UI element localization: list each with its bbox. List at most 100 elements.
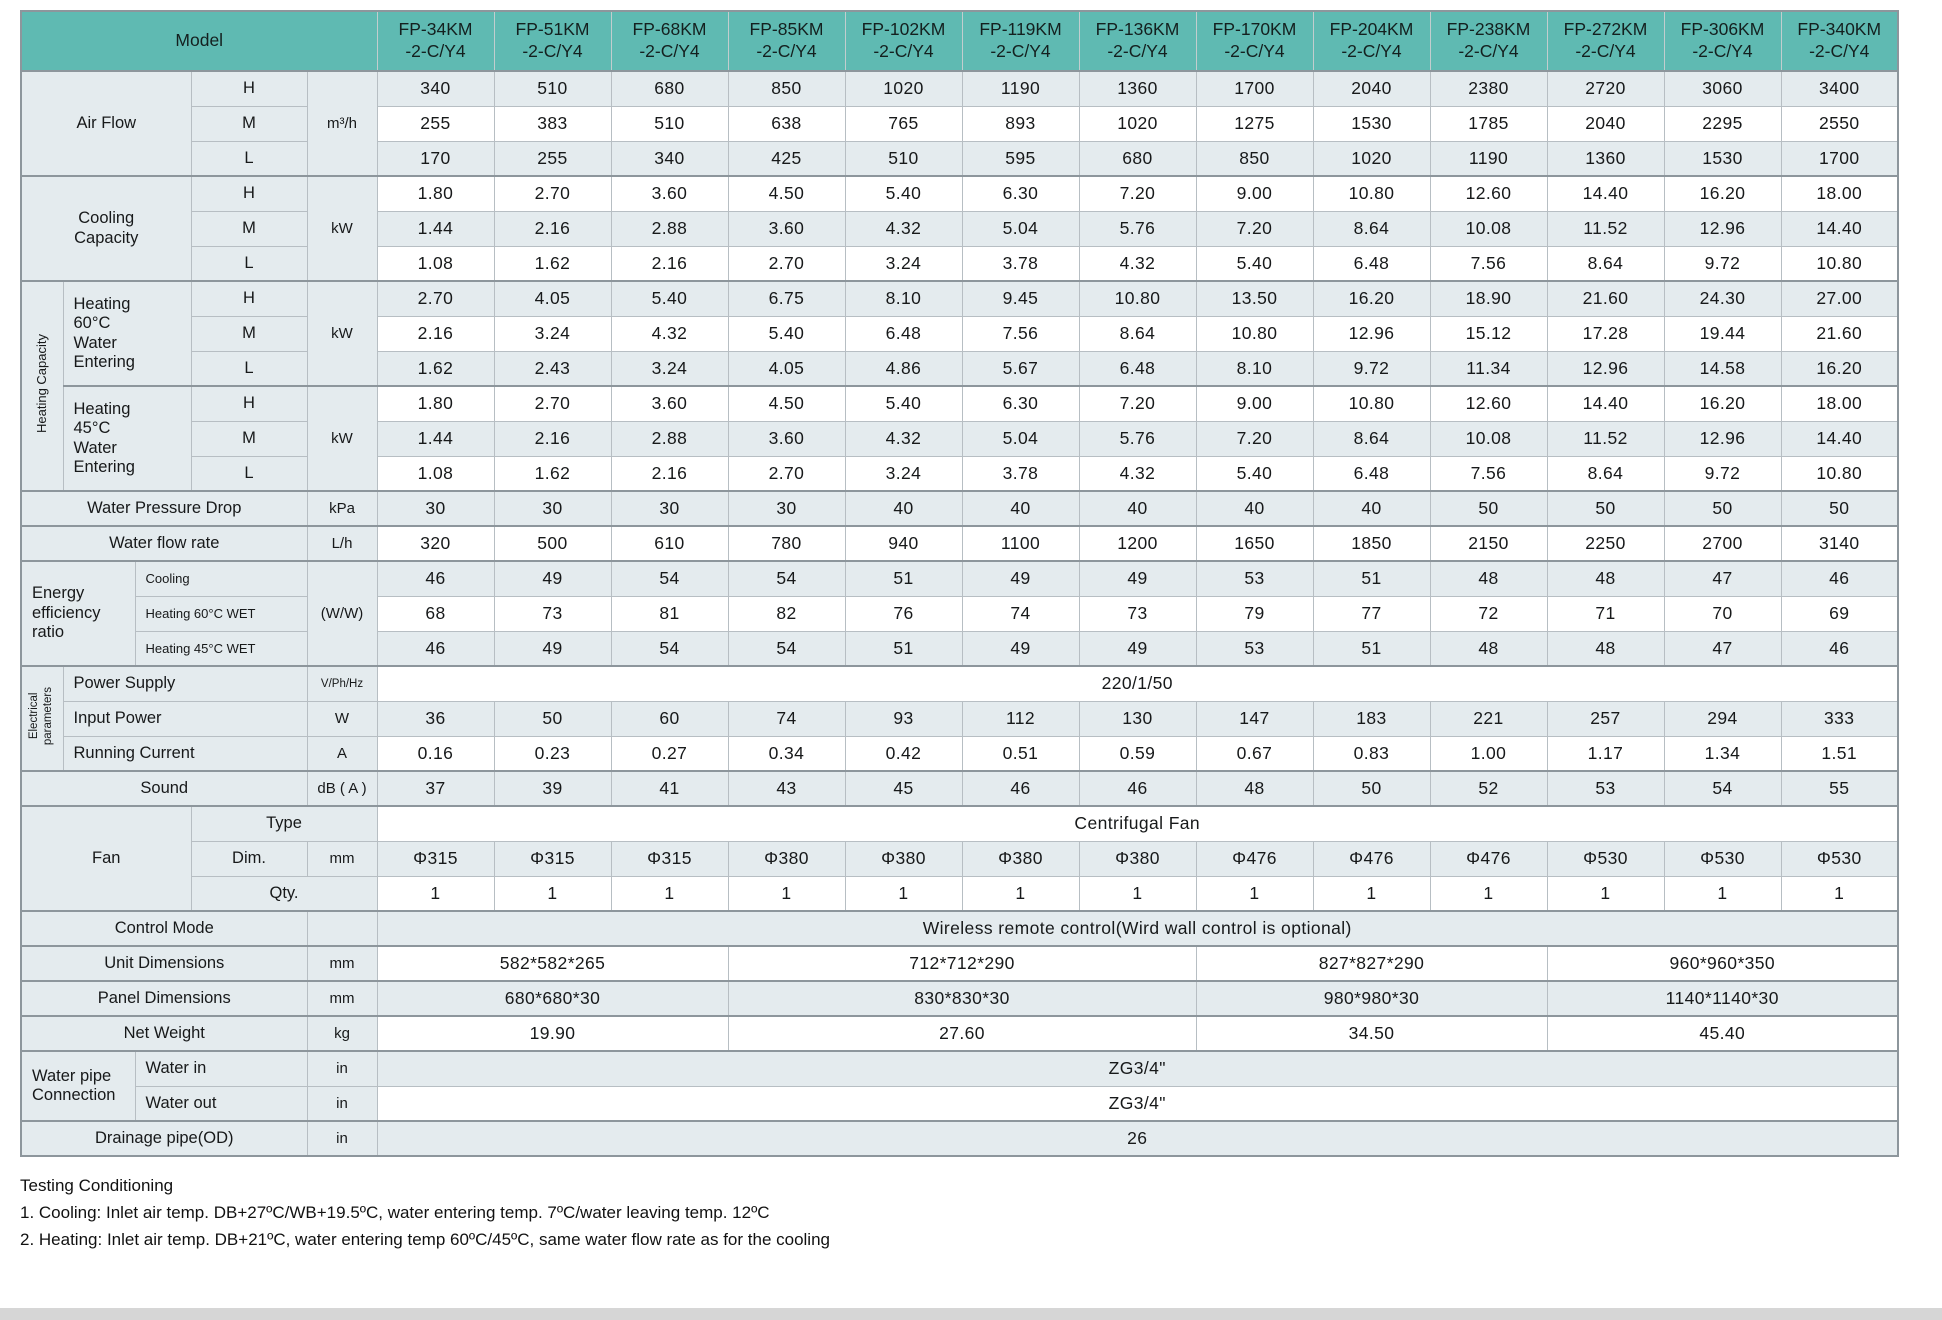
model-name: FP-204KM bbox=[1329, 19, 1414, 40]
empty-unit-cell bbox=[306, 910, 378, 947]
level-cell: M bbox=[190, 210, 308, 247]
value-cell: 333 bbox=[1780, 700, 1899, 737]
value-cell: 46 bbox=[1780, 560, 1899, 597]
value-cell: 595 bbox=[961, 140, 1080, 177]
value-cell: 4.86 bbox=[844, 350, 963, 387]
row-label-heating-45: Heating 45°C Water Entering bbox=[62, 385, 192, 492]
model-column-header: FP-68KM -2-C/Y4 bbox=[610, 10, 729, 72]
value-cell: 10.80 bbox=[1780, 455, 1899, 492]
value-cell: 1.17 bbox=[1546, 735, 1665, 772]
value-cell: 73 bbox=[1078, 595, 1197, 632]
value-cell: 780 bbox=[727, 525, 846, 562]
table-row: Input Power W 36 50 60 74 93 112 130 147 183 221 257… bbox=[21, 700, 1899, 737]
value-cell: 0.34 bbox=[727, 735, 846, 772]
vertical-label: Heating Capacity bbox=[34, 334, 50, 433]
value-cell: 7.20 bbox=[1078, 385, 1197, 422]
row-label-air-flow: Air Flow bbox=[20, 70, 192, 177]
unit-cell: mm bbox=[306, 980, 378, 1017]
unit-cell: A bbox=[306, 735, 378, 772]
value-cell: 680 bbox=[610, 70, 729, 107]
unit-cell: W bbox=[306, 700, 378, 737]
value-cell: 54 bbox=[610, 560, 729, 597]
value-cell: 2295 bbox=[1663, 105, 1782, 142]
model-column-header: FP-34KM -2-C/Y4 bbox=[376, 10, 495, 72]
level-cell: L bbox=[190, 455, 308, 492]
value-cell: 2.43 bbox=[493, 350, 612, 387]
value-cell: 4.32 bbox=[844, 210, 963, 247]
model-name: FP-51KM bbox=[515, 19, 590, 40]
value-cell: 54 bbox=[727, 560, 846, 597]
table-row: Qty. 1 1 1 1 1 1 1 1 1 1 1 1 1 bbox=[21, 875, 1899, 912]
value-cell: 36 bbox=[376, 700, 495, 737]
value-cell: 0.67 bbox=[1195, 735, 1314, 772]
fan-type-label: Type bbox=[190, 805, 378, 842]
fan-dim-label: Dim. bbox=[190, 840, 308, 877]
value-cell: 9.45 bbox=[961, 280, 1080, 317]
level-cell: M bbox=[190, 315, 308, 352]
value-cell: 2.70 bbox=[493, 175, 612, 212]
table-row: Running Current A 0.16 0.23 0.27 0.34 0.42 0.51… bbox=[21, 735, 1899, 772]
level-cell: M bbox=[190, 420, 308, 457]
value-cell: 1850 bbox=[1312, 525, 1431, 562]
value-cell: 49 bbox=[493, 630, 612, 667]
value-cell: 1360 bbox=[1546, 140, 1665, 177]
value-cell: 14.40 bbox=[1780, 210, 1899, 247]
value-cell: 1020 bbox=[1078, 105, 1197, 142]
value-cell: Φ380 bbox=[1078, 840, 1197, 877]
table-row: Net Weight kg 19.90 27.60 34.50 45.40 bbox=[20, 1015, 1899, 1052]
unit-cell: mm bbox=[306, 840, 378, 877]
value-cell: 8.64 bbox=[1312, 210, 1431, 247]
value-cell: 1275 bbox=[1195, 105, 1314, 142]
row-label-unit-dimensions: Unit Dimensions bbox=[20, 945, 308, 982]
group-value-cell: 582*582*265 bbox=[376, 945, 729, 982]
value-cell: Φ380 bbox=[727, 840, 846, 877]
value-cell: 1.62 bbox=[376, 350, 495, 387]
value-cell: 3.24 bbox=[610, 350, 729, 387]
model-suffix: -2-C/Y4 bbox=[522, 41, 583, 61]
value-cell: 40 bbox=[961, 490, 1080, 527]
value-cell: 4.50 bbox=[727, 175, 846, 212]
unit-cell: kW bbox=[306, 280, 378, 387]
value-cell: 6.30 bbox=[961, 175, 1080, 212]
model-suffix: -2-C/Y4 bbox=[1575, 41, 1636, 61]
model-column-header: FP-102KM -2-C/Y4 bbox=[844, 10, 963, 72]
value-cell: 47 bbox=[1663, 560, 1782, 597]
value-cell: 1700 bbox=[1195, 70, 1314, 107]
row-group-label: Electrical parameters bbox=[20, 665, 64, 772]
value-cell: 0.51 bbox=[961, 735, 1080, 772]
value-cell: 6.48 bbox=[1312, 455, 1431, 492]
row-label-control-mode: Control Mode bbox=[20, 910, 308, 947]
value-cell: 1 bbox=[1780, 875, 1899, 912]
model-column-header: FP-306KM -2-C/Y4 bbox=[1663, 10, 1782, 72]
value-cell: 30 bbox=[376, 490, 495, 527]
value-cell: 7.56 bbox=[961, 315, 1080, 352]
value-cell: 45 bbox=[844, 770, 963, 807]
group-value-cell: 1140*1140*30 bbox=[1546, 980, 1899, 1017]
value-cell: 147 bbox=[1195, 700, 1314, 737]
group-value-cell: 830*830*30 bbox=[727, 980, 1197, 1017]
value-cell: 68 bbox=[376, 595, 495, 632]
model-column-header: FP-204KM -2-C/Y4 bbox=[1312, 10, 1431, 72]
model-name: FP-238KM bbox=[1446, 19, 1531, 40]
row-label-input-power: Input Power bbox=[62, 700, 308, 737]
row-label-water-flow-rate: Water flow rate bbox=[20, 525, 308, 562]
value-cell: 8.64 bbox=[1546, 455, 1665, 492]
level-cell: L bbox=[190, 140, 308, 177]
value-cell: 1 bbox=[493, 875, 612, 912]
value-cell: 4.05 bbox=[727, 350, 846, 387]
value-cell: 320 bbox=[376, 525, 495, 562]
value-cell: 47 bbox=[1663, 630, 1782, 667]
unit-cell: kW bbox=[306, 385, 378, 492]
value-cell: 70 bbox=[1663, 595, 1782, 632]
value-cell: 51 bbox=[1312, 630, 1431, 667]
value-cell: 1.80 bbox=[376, 385, 495, 422]
value-cell: 1 bbox=[727, 875, 846, 912]
merged-value-cell: Centrifugal Fan bbox=[376, 805, 1899, 842]
value-cell: 9.00 bbox=[1195, 385, 1314, 422]
unit-cell: in bbox=[306, 1085, 378, 1122]
table-row: Water pipe Connection Water in in ZG3/4" bbox=[20, 1050, 1899, 1122]
model-suffix: -2-C/Y4 bbox=[1341, 41, 1402, 61]
value-cell: 2700 bbox=[1663, 525, 1782, 562]
model-suffix: -2-C/Y4 bbox=[990, 41, 1051, 61]
